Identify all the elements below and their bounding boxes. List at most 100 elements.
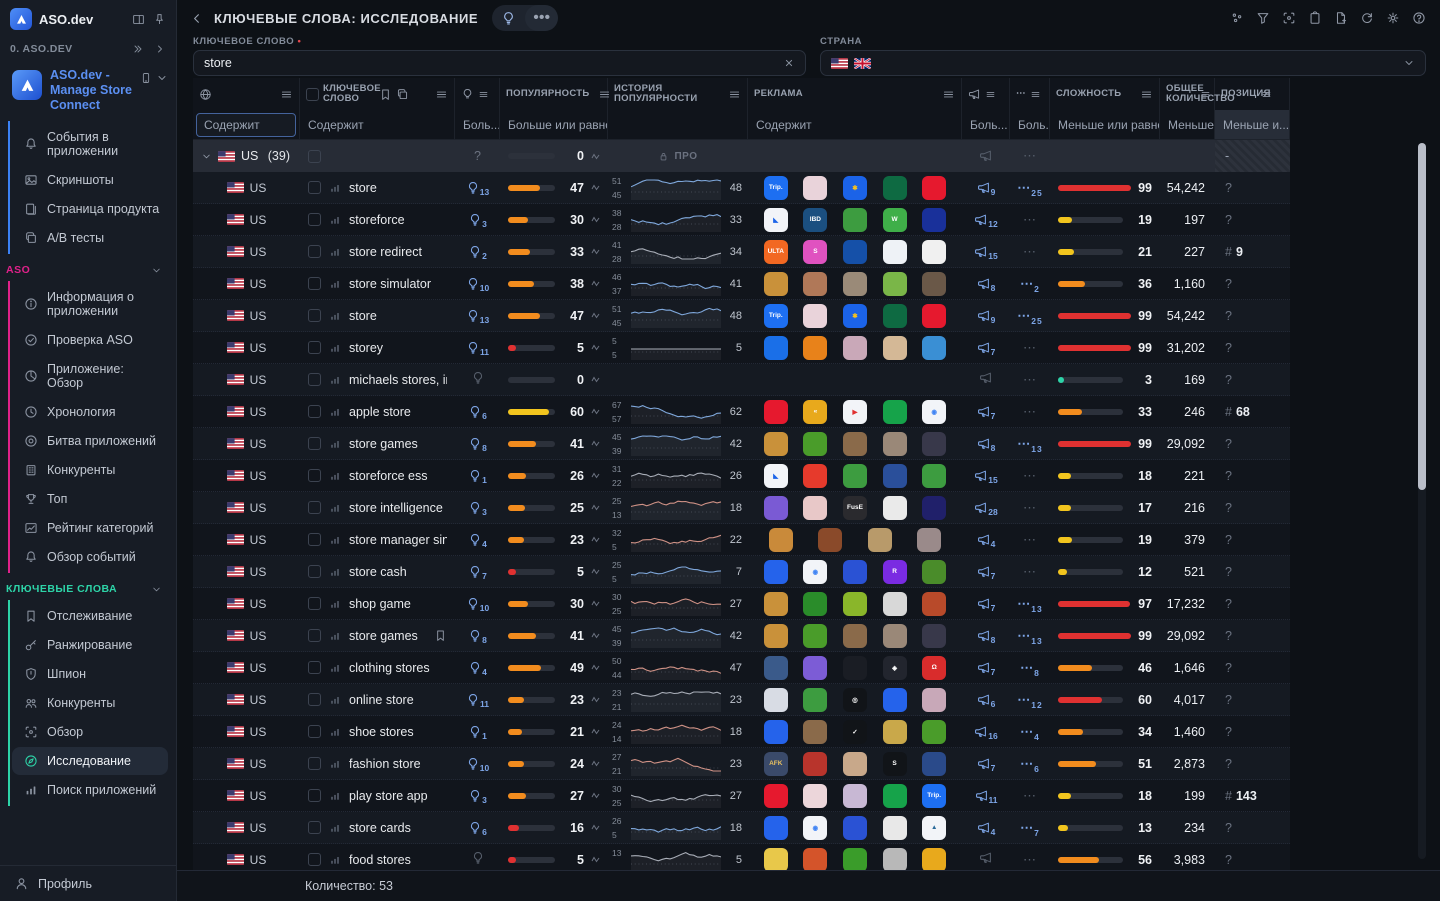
- keyword-filter[interactable]: Содержит: [300, 110, 455, 139]
- sidebar-item-0-3[interactable]: А/В тесты: [12, 224, 168, 252]
- row-dots[interactable]: ⋯7: [1020, 819, 1040, 838]
- sidebar-item-1-5[interactable]: Конкуренты: [12, 456, 168, 484]
- header-position[interactable]: ПОЗИЦИЯ: [1215, 78, 1290, 110]
- ad-app-icon[interactable]: [842, 847, 867, 870]
- keyword-link[interactable]: redirect: [380, 244, 422, 259]
- ad-app-icon[interactable]: [803, 463, 828, 488]
- menu-icon[interactable]: [1140, 88, 1153, 101]
- ad-app-icon[interactable]: [842, 655, 867, 680]
- row-megaphone[interactable]: 9: [962, 172, 1010, 203]
- copy-icon[interactable]: [396, 88, 409, 101]
- header-popularity[interactable]: ПОПУЛЯРНОСТЬ: [500, 78, 609, 110]
- ad-app-icon[interactable]: [768, 527, 793, 552]
- keyword-link[interactable]: cards: [380, 820, 411, 835]
- sidebar-item-2-2[interactable]: Шпион: [12, 660, 168, 688]
- ad-app-icon[interactable]: [763, 335, 788, 360]
- sidebar-item-2-3[interactable]: Конкуренты: [12, 689, 168, 717]
- row-suggestions[interactable]: 13: [455, 172, 500, 203]
- sidebar-item-0-0[interactable]: События в приложении: [12, 123, 168, 165]
- ad-app-icon[interactable]: ◣: [763, 207, 788, 232]
- row-suggestions[interactable]: 11: [455, 684, 500, 715]
- row-checkbox[interactable]: [308, 501, 321, 514]
- ad-app-icon[interactable]: [922, 463, 947, 488]
- dots-filter[interactable]: Боль...: [1010, 110, 1050, 139]
- ad-app-icon[interactable]: [882, 687, 907, 712]
- sidebar-item-2-6[interactable]: Поиск приложений: [12, 776, 168, 804]
- sidebar-item-2-4[interactable]: Обзор: [12, 718, 168, 746]
- idea-button[interactable]: [492, 5, 525, 31]
- row-dots[interactable]: ⋯: [1023, 851, 1037, 867]
- ad-app-icon[interactable]: [882, 623, 907, 648]
- ad-app-icon[interactable]: [922, 175, 947, 200]
- row-megaphone[interactable]: 4: [962, 524, 1010, 555]
- header-keyword[interactable]: КЛЮЧЕВОЕ СЛОВО: [300, 78, 455, 110]
- ad-app-icon[interactable]: [763, 655, 788, 680]
- table-row[interactable]: US food stores 5 13 5 ⋯ 56 3,983 ?: [193, 844, 1290, 870]
- menu-icon[interactable]: [478, 88, 489, 101]
- ad-app-icon[interactable]: [922, 303, 947, 328]
- sidebar-item-1-7[interactable]: Рейтинг категорий: [12, 514, 168, 542]
- row-suggestions[interactable]: 6: [455, 396, 500, 427]
- table-row[interactable]: US michaels stores, in 0 ⋯ 3 169 ?: [193, 364, 1290, 396]
- table-row[interactable]: US store 13 47 51 45 48 Trip. ✱ 9 ⋯25 99 5…: [193, 300, 1290, 332]
- table-row[interactable]: US store 13 47 51 45 48 Trip. ✱ 9 ⋯25 99 5…: [193, 172, 1290, 204]
- table-row[interactable]: US shoe stores 1 21 24 14 18 ✓ 16 ⋯4 34 1…: [193, 716, 1290, 748]
- keyword-link[interactable]: store: [349, 308, 377, 323]
- scan-icon[interactable]: [1282, 11, 1296, 25]
- keyword-link[interactable]: shop game: [349, 596, 411, 611]
- filter-icon[interactable]: [1256, 11, 1270, 25]
- sidebar-item-1-6[interactable]: Топ: [12, 485, 168, 513]
- header-megaphone[interactable]: [962, 78, 1010, 110]
- ad-app-icon[interactable]: [922, 847, 947, 870]
- keyword-link[interactable]: games: [380, 436, 418, 451]
- clear-icon[interactable]: [783, 57, 795, 69]
- ad-app-icon[interactable]: [922, 495, 947, 520]
- ad-app-icon[interactable]: [763, 271, 788, 296]
- section-header[interactable]: КЛЮЧЕВЫЕ СЛОВА: [0, 575, 176, 600]
- table-row[interactable]: US store games 8 41 45 39 42 8 ⋯13 99 29,…: [193, 620, 1290, 652]
- ad-app-icon[interactable]: [882, 495, 907, 520]
- total-filter[interactable]: Меньше ...: [1160, 110, 1215, 139]
- ad-app-icon[interactable]: [922, 239, 947, 264]
- ad-app-icon[interactable]: [842, 591, 867, 616]
- row-megaphone[interactable]: 7: [962, 652, 1010, 683]
- ad-app-icon[interactable]: ▲: [922, 815, 947, 840]
- menu-icon[interactable]: [728, 88, 741, 101]
- ad-app-icon[interactable]: [803, 719, 828, 744]
- header-history[interactable]: ИСТОРИЯ ПОПУЛЯРНОСТИ: [608, 78, 748, 110]
- ad-app-icon[interactable]: [882, 591, 907, 616]
- more-button[interactable]: •••: [525, 5, 559, 31]
- row-megaphone[interactable]: [962, 844, 1010, 870]
- row-checkbox[interactable]: [308, 565, 321, 578]
- keyword-link[interactable]: michaels stores, in: [349, 372, 447, 387]
- row-megaphone[interactable]: 7: [962, 332, 1010, 363]
- keyword-link[interactable]: games: [380, 628, 418, 643]
- menu-icon[interactable]: [1200, 88, 1211, 101]
- row-suggestions[interactable]: 8: [455, 428, 500, 459]
- keyword-link[interactable]: store: [349, 564, 377, 579]
- table-row[interactable]: US apple store 6 60 67 57 62 « ▶ ◉ 7 ⋯ 33 2…: [193, 396, 1290, 428]
- sidebar-item-0-2[interactable]: Страница продукта: [12, 195, 168, 223]
- row-checkbox[interactable]: [308, 245, 321, 258]
- ad-app-icon[interactable]: Trip.: [763, 175, 788, 200]
- table-row[interactable]: US storeforce ess 1 26 31 22 26 ◣ 15 ⋯ 18…: [193, 460, 1290, 492]
- ad-app-icon[interactable]: ✱: [842, 175, 867, 200]
- ad-app-icon[interactable]: [842, 623, 867, 648]
- row-suggestions[interactable]: 2: [455, 236, 500, 267]
- ad-app-icon[interactable]: [842, 783, 867, 808]
- row-suggestions[interactable]: 1: [455, 460, 500, 491]
- row-megaphone[interactable]: 28: [962, 492, 1010, 523]
- table-row[interactable]: US store cash 7 5 25 5 7 ◉ R 7 ⋯ 12 521 ?: [193, 556, 1290, 588]
- ad-app-icon[interactable]: [882, 431, 907, 456]
- row-suggestions[interactable]: 13: [455, 300, 500, 331]
- ad-app-icon[interactable]: R: [882, 559, 907, 584]
- table-row[interactable]: US store manager sin 4 23 32 5 22 4 ⋯ 19 …: [193, 524, 1290, 556]
- row-dots[interactable]: ⋯: [1023, 531, 1037, 547]
- row-checkbox[interactable]: [308, 437, 321, 450]
- current-app[interactable]: ASO.dev - Manage Store Connect: [0, 62, 176, 121]
- ad-app-icon[interactable]: [803, 751, 828, 776]
- panels-icon[interactable]: [132, 13, 145, 26]
- group-row-us[interactable]: US (39) ? 0 ПРО ⋯ -: [193, 140, 1290, 172]
- ad-app-icon[interactable]: [803, 655, 828, 680]
- keyword-link[interactable]: app: [406, 788, 428, 803]
